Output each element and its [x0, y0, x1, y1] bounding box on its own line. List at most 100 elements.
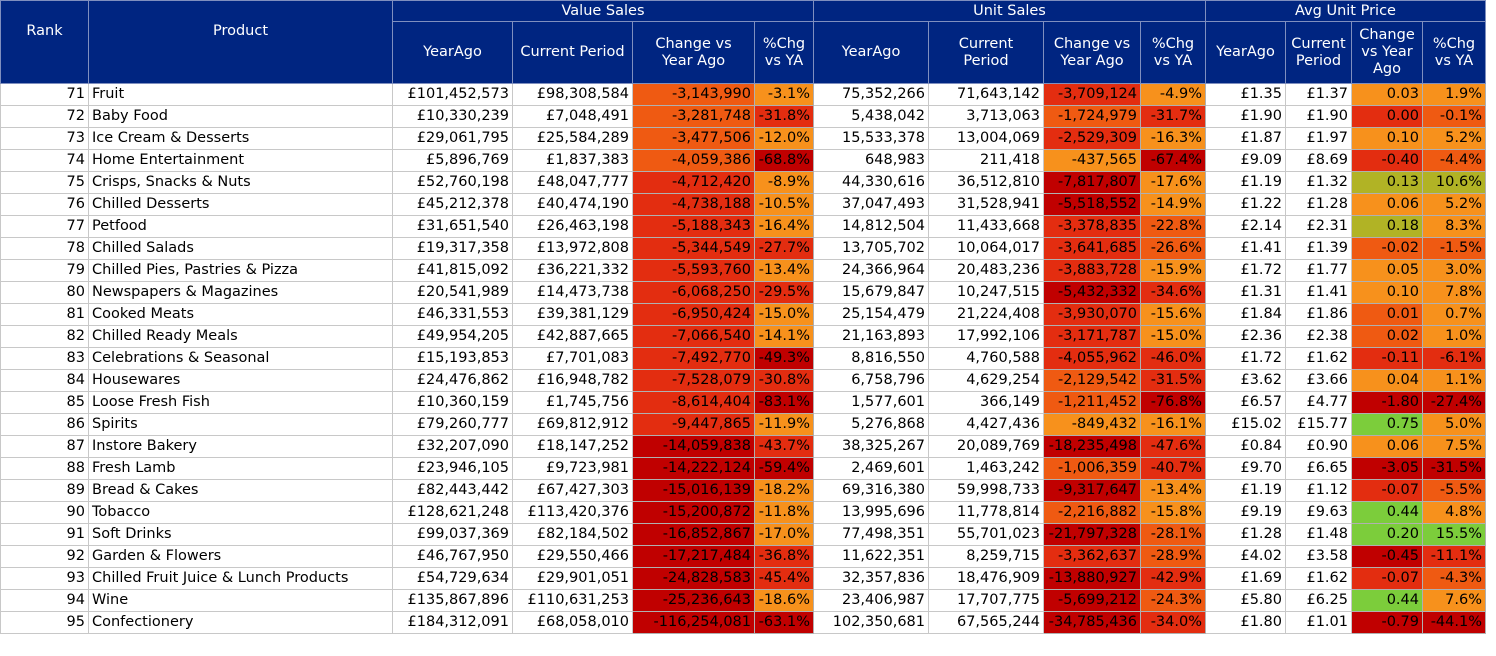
unit-change-cell[interactable]: -3,171,787 [1043, 325, 1141, 348]
value-current-cell[interactable]: £25,584,289 [512, 127, 633, 150]
value-current-cell[interactable]: £13,972,808 [512, 237, 633, 260]
value-yearago-cell[interactable]: £15,193,853 [392, 347, 513, 370]
rank-cell[interactable]: 92 [0, 545, 89, 568]
value-pct-cell[interactable]: -10.5% [754, 193, 814, 216]
value-yearago-cell[interactable]: £184,312,091 [392, 611, 513, 634]
value-yearago-cell[interactable]: £46,767,950 [392, 545, 513, 568]
price-change-cell[interactable]: -0.02 [1351, 237, 1423, 260]
price-change-cell[interactable]: 0.04 [1351, 369, 1423, 392]
unit-pct-cell[interactable]: -76.8% [1140, 391, 1206, 414]
price-change-cell[interactable]: 0.01 [1351, 303, 1423, 326]
price-yearago-cell[interactable]: £9.09 [1205, 149, 1286, 172]
value-change-cell[interactable]: -7,528,079 [632, 369, 755, 392]
price-yearago-cell[interactable]: £3.62 [1205, 369, 1286, 392]
unit-current-header[interactable]: Current Period [928, 21, 1044, 84]
table-row[interactable]: 87 Instore Bakery £32,207,090 £18,147,252 -1… [0, 435, 1486, 458]
price-pct-header[interactable]: %Chg vs YA [1422, 21, 1486, 84]
unit-pct-cell[interactable]: -22.8% [1140, 215, 1206, 238]
price-change-cell[interactable]: 0.03 [1351, 83, 1423, 106]
price-pct-cell[interactable]: -1.5% [1422, 237, 1486, 260]
unit-yearago-cell[interactable]: 11,622,351 [813, 545, 929, 568]
price-pct-cell[interactable]: 1.1% [1422, 369, 1486, 392]
price-current-cell[interactable]: £1.41 [1285, 281, 1352, 304]
value-pct-cell[interactable]: -14.1% [754, 325, 814, 348]
value-current-cell[interactable]: £26,463,198 [512, 215, 633, 238]
unit-pct-cell[interactable]: -13.4% [1140, 479, 1206, 502]
value-yearago-cell[interactable]: £82,443,442 [392, 479, 513, 502]
unit-current-cell[interactable]: 31,528,941 [928, 193, 1044, 216]
price-pct-cell[interactable]: 10.6% [1422, 171, 1486, 194]
value-change-cell[interactable]: -3,143,990 [632, 83, 755, 106]
unit-change-cell[interactable]: -18,235,498 [1043, 435, 1141, 458]
rank-cell[interactable]: 78 [0, 237, 89, 260]
unit-pct-cell[interactable]: -31.5% [1140, 369, 1206, 392]
price-yearago-cell[interactable]: £1.22 [1205, 193, 1286, 216]
unit-pct-cell[interactable]: -15.9% [1140, 259, 1206, 282]
unit-current-cell[interactable]: 21,224,408 [928, 303, 1044, 326]
unit-change-cell[interactable]: -7,817,807 [1043, 171, 1141, 194]
value-yearago-cell[interactable]: £101,452,573 [392, 83, 513, 106]
value-yearago-cell[interactable]: £52,760,198 [392, 171, 513, 194]
price-pct-cell[interactable]: -27.4% [1422, 391, 1486, 414]
product-cell[interactable]: Confectionery [88, 611, 393, 634]
unit-sales-group-header[interactable]: Unit Sales [813, 0, 1206, 22]
price-change-cell[interactable]: -0.79 [1351, 611, 1423, 634]
value-yearago-cell[interactable]: £99,037,369 [392, 523, 513, 546]
rank-cell[interactable]: 77 [0, 215, 89, 238]
unit-yearago-cell[interactable]: 69,316,380 [813, 479, 929, 502]
value-pct-cell[interactable]: -31.8% [754, 105, 814, 128]
table-row[interactable]: 82 Chilled Ready Meals £49,954,205 £42,887,… [0, 325, 1486, 348]
value-change-cell[interactable]: -3,281,748 [632, 105, 755, 128]
price-change-cell[interactable]: 0.10 [1351, 127, 1423, 150]
value-change-cell[interactable]: -6,950,424 [632, 303, 755, 326]
value-yearago-cell[interactable]: £31,651,540 [392, 215, 513, 238]
price-pct-cell[interactable]: 5.2% [1422, 127, 1486, 150]
value-change-cell[interactable]: -17,217,484 [632, 545, 755, 568]
table-row[interactable]: 85 Loose Fresh Fish £10,360,159 £1,745,756-… [0, 391, 1486, 414]
price-yearago-cell[interactable]: £9.19 [1205, 501, 1286, 524]
unit-pct-cell[interactable]: -15.6% [1140, 303, 1206, 326]
table-row[interactable]: 79 Chilled Pies, Pastries & Pizza £41,815,… [0, 259, 1486, 282]
rank-cell[interactable]: 80 [0, 281, 89, 304]
value-yearago-cell[interactable]: £79,260,777 [392, 413, 513, 436]
rank-cell[interactable]: 76 [0, 193, 89, 216]
avg-unit-price-group-header[interactable]: Avg Unit Price [1205, 0, 1486, 22]
unit-pct-cell[interactable]: -34.6% [1140, 281, 1206, 304]
rank-cell[interactable]: 72 [0, 105, 89, 128]
unit-yearago-cell[interactable]: 23,406,987 [813, 589, 929, 612]
value-current-header[interactable]: Current Period [512, 21, 633, 84]
unit-pct-cell[interactable]: -16.3% [1140, 127, 1206, 150]
unit-yearago-cell[interactable]: 8,816,550 [813, 347, 929, 370]
product-cell[interactable]: Tobacco [88, 501, 393, 524]
value-current-cell[interactable]: £98,308,584 [512, 83, 633, 106]
unit-pct-cell[interactable]: -47.6% [1140, 435, 1206, 458]
value-pct-cell[interactable]: -11.8% [754, 501, 814, 524]
price-pct-cell[interactable]: -4.3% [1422, 567, 1486, 590]
product-cell[interactable]: Chilled Ready Meals [88, 325, 393, 348]
value-pct-cell[interactable]: -13.4% [754, 259, 814, 282]
unit-change-cell[interactable]: -21,797,328 [1043, 523, 1141, 546]
unit-current-cell[interactable]: 4,629,254 [928, 369, 1044, 392]
product-cell[interactable]: Chilled Fruit Juice & Lunch Products [88, 567, 393, 590]
table-row[interactable]: 75 Crisps, Snacks & Nuts £52,760,198 £48,04… [0, 171, 1486, 194]
unit-current-cell[interactable]: 17,992,106 [928, 325, 1044, 348]
value-current-cell[interactable]: £39,381,129 [512, 303, 633, 326]
price-current-cell[interactable]: £1.62 [1285, 567, 1352, 590]
rank-cell[interactable]: 75 [0, 171, 89, 194]
price-pct-cell[interactable]: -4.4% [1422, 149, 1486, 172]
value-change-cell[interactable]: -24,828,583 [632, 567, 755, 590]
price-yearago-cell[interactable]: £9.70 [1205, 457, 1286, 480]
unit-yearago-cell[interactable]: 15,533,378 [813, 127, 929, 150]
unit-yearago-cell[interactable]: 25,154,479 [813, 303, 929, 326]
value-pct-cell[interactable]: -36.8% [754, 545, 814, 568]
price-current-cell[interactable]: £4.77 [1285, 391, 1352, 414]
price-current-cell[interactable]: £1.48 [1285, 523, 1352, 546]
unit-current-cell[interactable]: 20,089,769 [928, 435, 1044, 458]
value-current-cell[interactable]: £7,048,491 [512, 105, 633, 128]
table-row[interactable]: 88 Fresh Lamb £23,946,105 £9,723,981 -14,222… [0, 457, 1486, 480]
table-row[interactable]: 92 Garden & Flowers £46,767,950 £29,550,466… [0, 545, 1486, 568]
price-pct-cell[interactable]: 15.5% [1422, 523, 1486, 546]
price-change-cell[interactable]: -1.80 [1351, 391, 1423, 414]
unit-change-cell[interactable]: -13,880,927 [1043, 567, 1141, 590]
price-pct-cell[interactable]: 3.0% [1422, 259, 1486, 282]
